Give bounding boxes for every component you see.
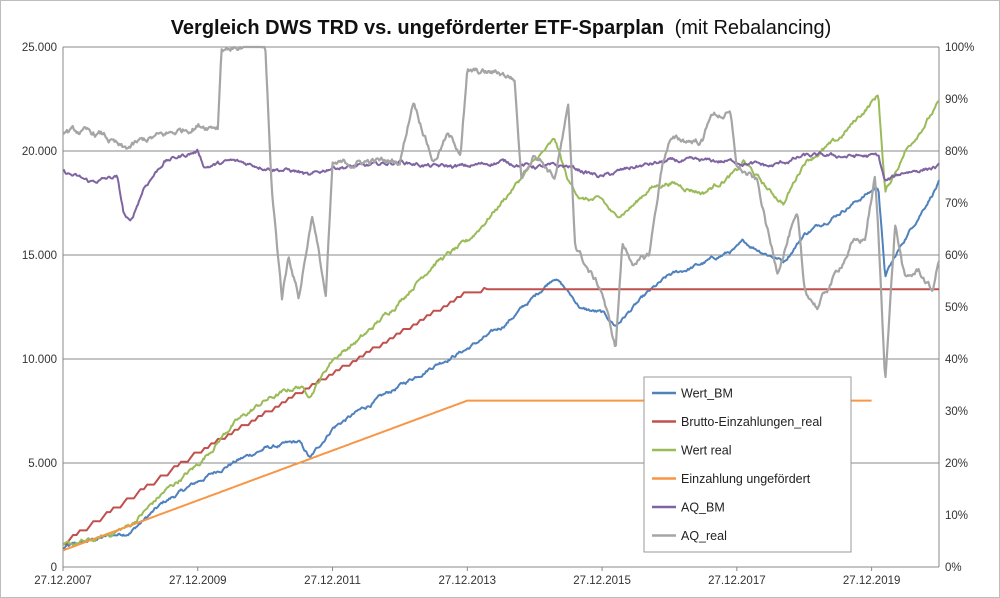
right-tick-label: 100% bbox=[945, 42, 974, 54]
series-line-aq-bm bbox=[62, 148, 940, 222]
right-tick-label: 80% bbox=[945, 146, 968, 158]
x-tick-label: 27.12.2013 bbox=[439, 575, 497, 587]
x-axis-ticks: 27.12.2007 27.12.2009 27.12.2011 27.12.2013… bbox=[34, 567, 900, 587]
legend: Wert_BM Brutto-Einzahlungen_real Wert real… bbox=[643, 376, 852, 553]
left-tick-label: 15.000 bbox=[22, 250, 57, 262]
right-tick-label: 20% bbox=[945, 458, 968, 470]
right-tick-label: 50% bbox=[945, 302, 968, 314]
right-tick-label: 10% bbox=[945, 510, 968, 522]
left-tick-label: 20.000 bbox=[22, 146, 57, 158]
left-tick-label: 25.000 bbox=[22, 42, 57, 54]
x-tick-label: 27.12.2007 bbox=[34, 575, 92, 587]
right-tick-label: 0% bbox=[945, 562, 962, 574]
series-line-brutto-einzahlungen-real bbox=[63, 286, 939, 546]
series-line-wert-real bbox=[62, 94, 940, 546]
chart-title-subtitle: (mit Rebalancing) bbox=[675, 17, 832, 39]
chart-title: Vergleich DWS TRD vs. ungeförderter ETF-… bbox=[171, 17, 832, 39]
legend-label: Brutto-Einzahlungen_real bbox=[681, 415, 822, 429]
x-tick-label: 27.12.2017 bbox=[708, 575, 766, 587]
x-tick-label: 27.12.2011 bbox=[304, 575, 361, 587]
legend-label: Wert real bbox=[681, 444, 731, 458]
series-line-aq-real bbox=[62, 45, 941, 379]
right-tick-label: 30% bbox=[945, 406, 968, 418]
chart-title-main: Vergleich DWS TRD vs. ungeförderter ETF-… bbox=[171, 17, 664, 39]
x-tick-label: 27.12.2019 bbox=[843, 575, 901, 587]
left-tick-label: 5.000 bbox=[28, 458, 57, 470]
right-tick-label: 40% bbox=[945, 354, 968, 366]
x-tick-label: 27.12.2009 bbox=[169, 575, 227, 587]
legend-label: Einzahlung ungefördert bbox=[681, 472, 811, 486]
legend-label: AQ_real bbox=[681, 529, 727, 543]
legend-box bbox=[643, 376, 852, 553]
left-tick-label: 10.000 bbox=[22, 354, 57, 366]
x-tick-label: 27.12.2015 bbox=[573, 575, 631, 587]
legend-label: AQ_BM bbox=[681, 501, 725, 515]
series-line-wert-bm bbox=[62, 179, 940, 550]
left-axis-ticks: 0 5.000 10.000 15.000 20.000 25.000 bbox=[22, 42, 57, 574]
right-tick-label: 90% bbox=[945, 94, 968, 106]
left-tick-label: 0 bbox=[51, 562, 57, 574]
legend-label: Wert_BM bbox=[681, 387, 733, 401]
right-axis-ticks: 0% 10% 20% 30% 40% 50% 60% 70% 80% 90% 100% bbox=[945, 42, 974, 574]
right-tick-label: 70% bbox=[945, 198, 968, 210]
right-tick-label: 60% bbox=[945, 250, 968, 262]
